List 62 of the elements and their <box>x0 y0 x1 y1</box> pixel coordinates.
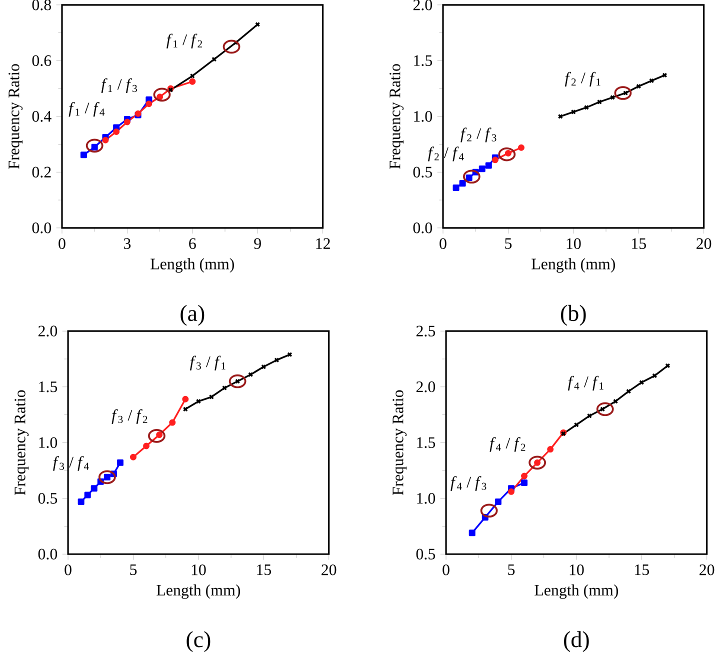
y-tick-label: 0.0 <box>413 222 432 234</box>
y-tick-label: 2.0 <box>38 326 58 337</box>
x-tick-label: 5 <box>130 564 137 576</box>
series-label: f$_{4}$ / f$_{1}$ <box>568 376 604 390</box>
y-axis-title: Frequency Ratio <box>8 64 23 169</box>
x-tick-label: 20 <box>322 564 336 576</box>
y-tick-label: 0.6 <box>32 55 52 66</box>
x-tick-label: 3 <box>124 238 131 249</box>
x-tick-label: 0 <box>440 238 446 250</box>
x-axis-title: Length (mm) <box>156 584 240 599</box>
series-label: f$_{1}$ / f$_{3}$ <box>101 78 137 93</box>
y-tick-label: 0.5 <box>38 492 58 504</box>
x-tick-label: 15 <box>257 564 272 576</box>
x-axis-title: Length (mm) <box>150 258 234 273</box>
series-label: f$_{2}$ / f$_{1}$ <box>564 72 600 87</box>
series-label: f$_{2}$ / f$_{4}$ <box>428 146 464 162</box>
y-tick-label: 1.5 <box>39 381 58 392</box>
y-tick-label: 1.5 <box>414 55 432 66</box>
y-tick-label: 0.2 <box>32 166 51 178</box>
series-label: f$_{2}$ / f$_{3}$ <box>460 128 496 142</box>
x-tick-label: 15 <box>635 564 649 576</box>
text: (a) <box>180 304 204 326</box>
text: (d) <box>564 631 589 652</box>
x-axis-title: Length (mm) <box>532 258 615 273</box>
y-tick-label: 1.0 <box>414 110 432 122</box>
x-tick-label: 0 <box>58 238 66 250</box>
y-tick-label: 0.4 <box>32 110 52 122</box>
series-label: f$_{4}$ / f$_{3}$ <box>450 476 486 491</box>
series-label: f$_{3}$ / f$_{4}$ <box>53 456 89 471</box>
series-label: f$_{3}$ / f$_{2}$ <box>112 409 148 424</box>
x-tick-label: 15 <box>632 238 646 249</box>
y-tick-label: 0.0 <box>38 548 58 560</box>
x-tick-label: 0 <box>64 564 72 576</box>
y-tick-label: 2.5 <box>416 326 436 336</box>
x-tick-label: 20 <box>700 564 714 576</box>
series-label: f$_{1}$ / f$_{2}$ <box>166 34 202 48</box>
y-tick-label: 1.5 <box>417 437 436 448</box>
series-label: f$_{3}$ / f$_{1}$ <box>190 356 226 370</box>
y-tick-label: 0.5 <box>416 548 436 560</box>
series-label: f$_{1}$ / f$_{4}$ <box>68 102 105 117</box>
x-tick-label: 5 <box>508 564 515 576</box>
x-tick-label: 6 <box>189 238 196 249</box>
y-tick-label: 1.0 <box>417 492 436 504</box>
y-axis-title: Frequency Ratio <box>14 390 29 496</box>
text: (c) <box>186 631 210 652</box>
y-axis-title: Frequency Ratio <box>392 390 407 496</box>
y-tick-label: 2.0 <box>416 381 436 392</box>
y-tick-label: 0.0 <box>32 222 52 234</box>
x-tick-label: 20 <box>696 238 712 250</box>
x-tick-label: 10 <box>566 238 581 250</box>
x-tick-label: 12 <box>316 238 330 249</box>
y-axis-title: Frequency Ratio <box>390 64 404 169</box>
text: (b) <box>561 304 586 326</box>
x-tick-label: 10 <box>192 564 206 576</box>
x-tick-label: 0 <box>442 564 450 576</box>
x-tick-label: 9 <box>254 238 261 249</box>
x-tick-label: 5 <box>505 238 512 249</box>
x-axis-title: Length (mm) <box>534 584 618 599</box>
series-label: f$_{4}$ / f$_{2}$ <box>490 437 526 452</box>
y-tick-label: 1.0 <box>39 437 58 448</box>
x-tick-label: 10 <box>570 564 584 576</box>
y-tick-label: 0.5 <box>413 166 432 178</box>
